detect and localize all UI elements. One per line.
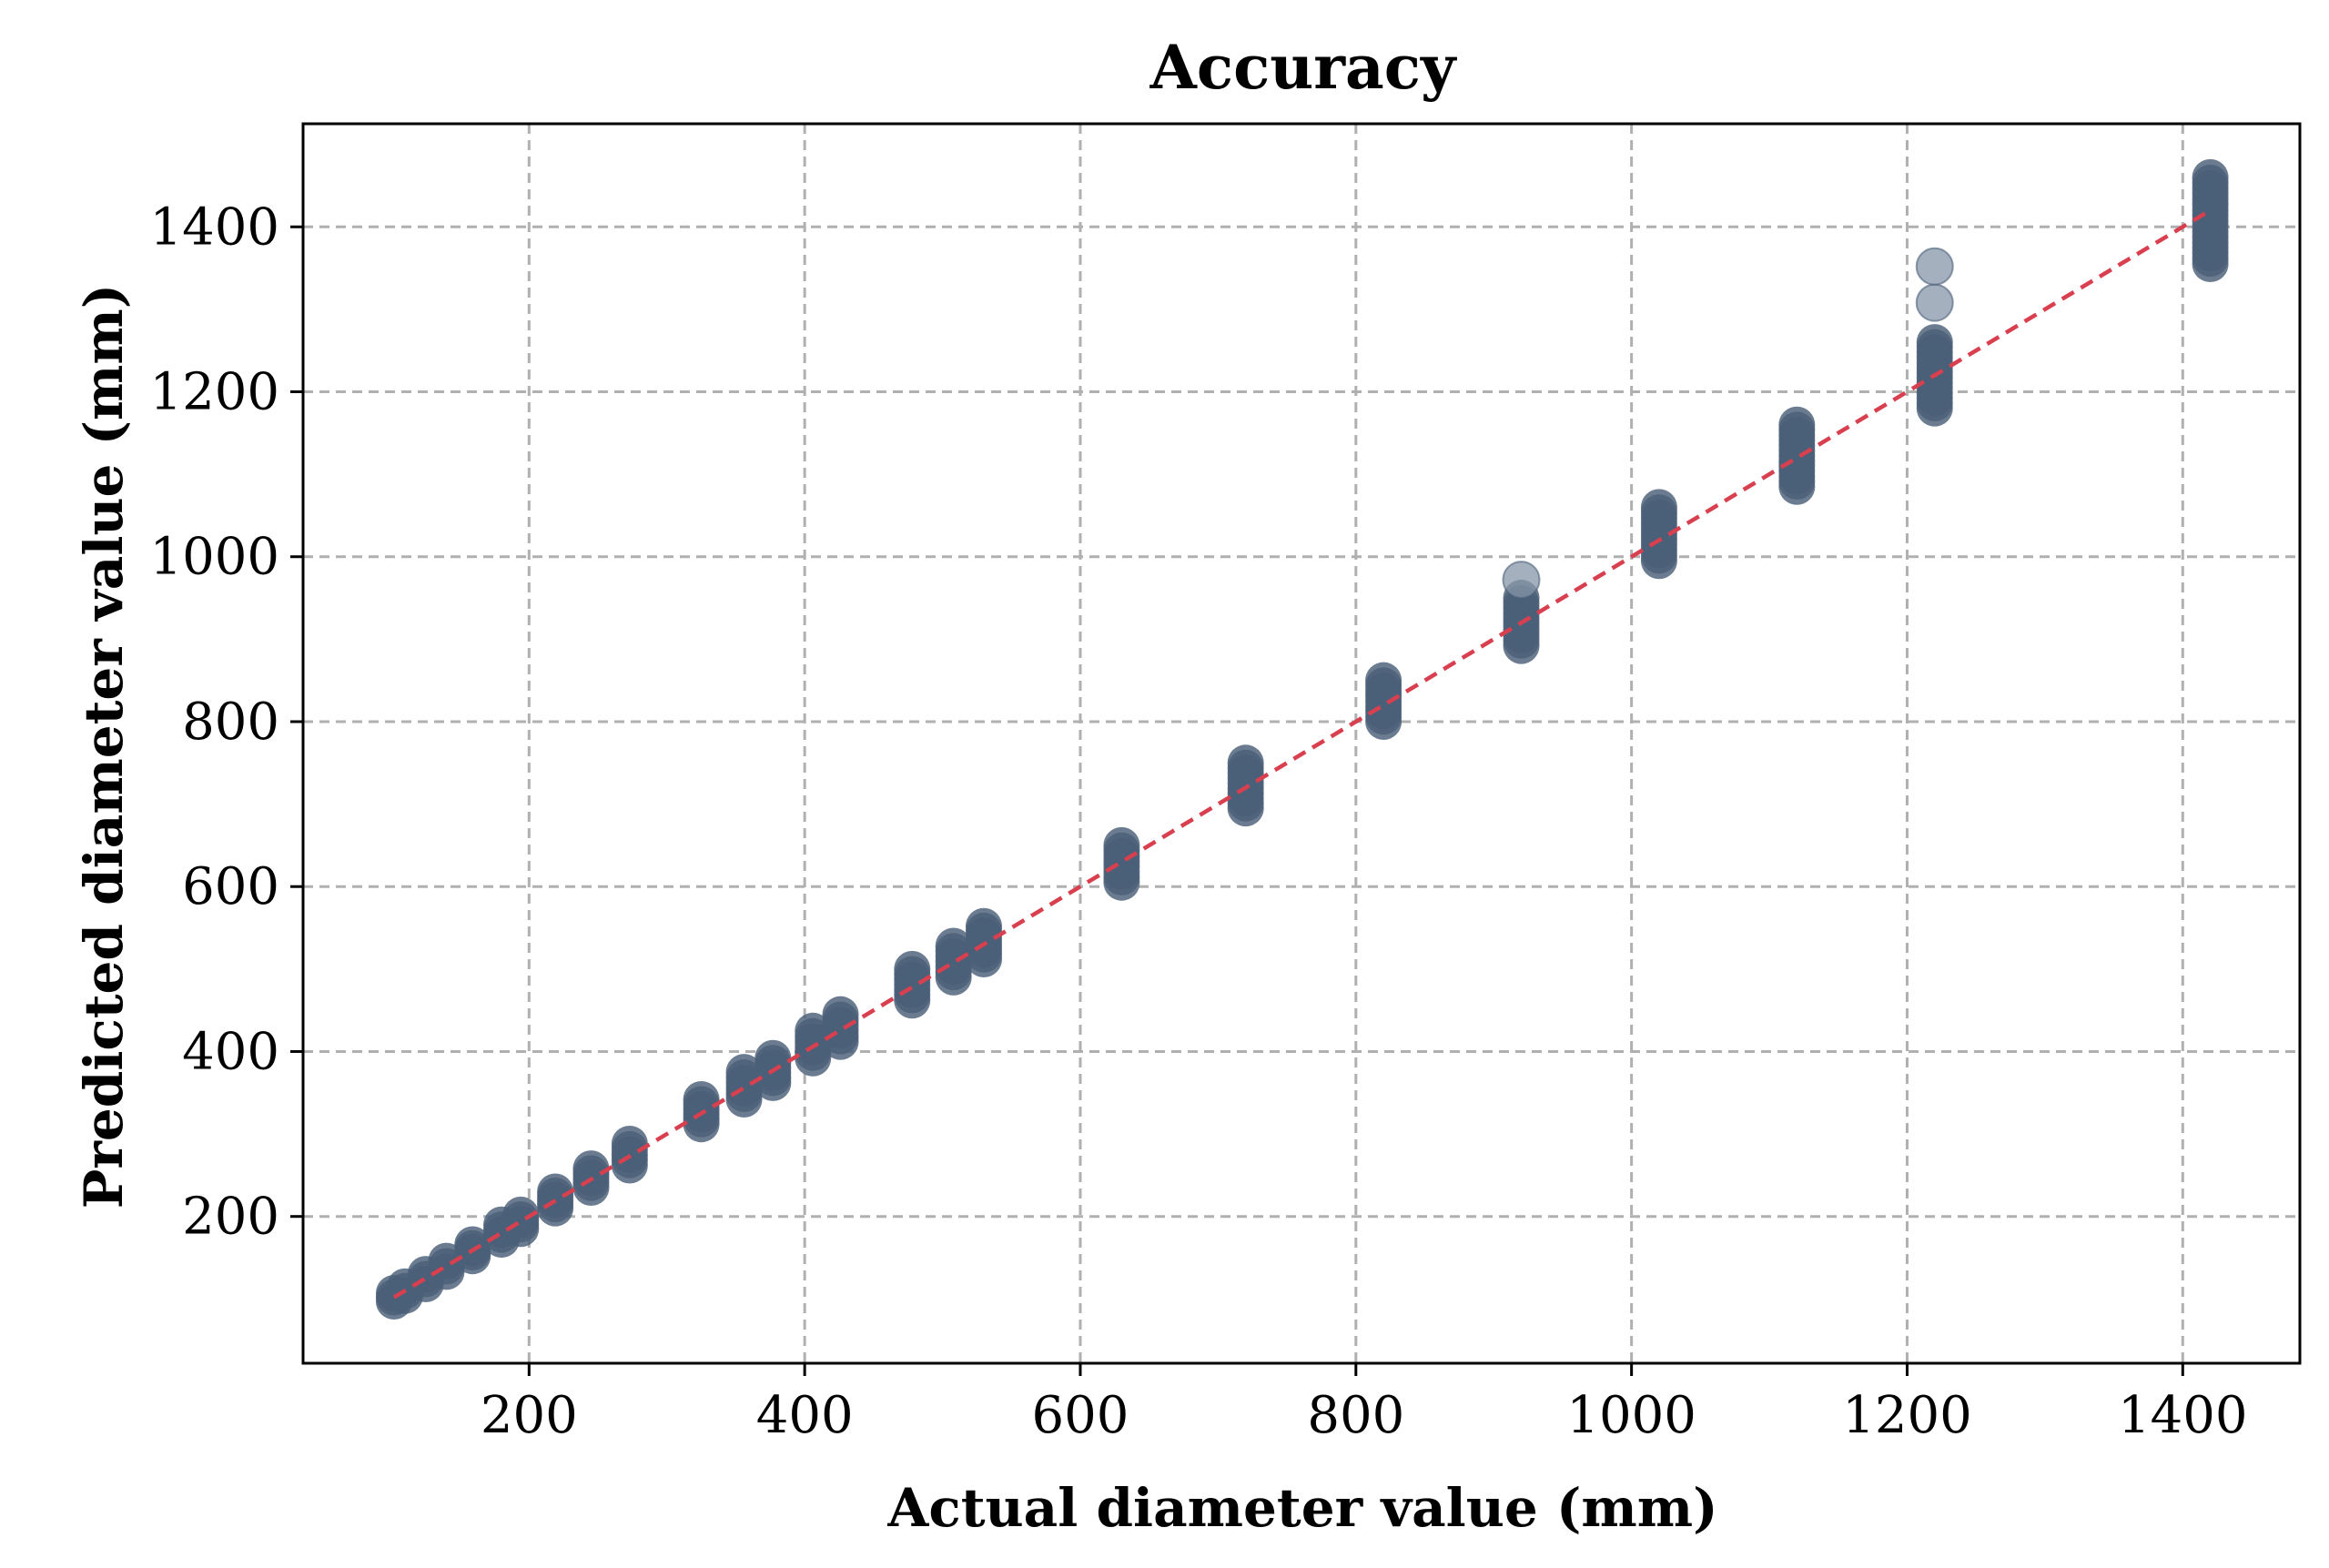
x-tick-label: 1200 bbox=[1842, 1386, 1972, 1445]
data-point bbox=[754, 1064, 792, 1101]
data-point bbox=[2192, 246, 2229, 283]
point-cluster bbox=[894, 950, 931, 1019]
x-tick-label: 400 bbox=[756, 1386, 854, 1445]
point-cluster bbox=[683, 1081, 720, 1143]
data-point bbox=[1916, 389, 1953, 427]
y-tick-label: 1000 bbox=[149, 528, 279, 587]
point-cluster bbox=[935, 927, 972, 996]
reference-line bbox=[392, 208, 2212, 1300]
outlier-point bbox=[1915, 283, 1954, 322]
data-point bbox=[1778, 468, 1816, 505]
x-tick-label: 600 bbox=[1032, 1386, 1129, 1445]
data-point bbox=[1103, 864, 1140, 901]
data-point bbox=[611, 1147, 648, 1184]
x-tick-label: 1400 bbox=[2118, 1386, 2248, 1445]
data-point bbox=[572, 1168, 610, 1206]
point-cluster bbox=[1227, 744, 1264, 827]
point-cluster bbox=[1365, 662, 1402, 740]
x-tick-label: 800 bbox=[1307, 1386, 1404, 1445]
data-point bbox=[1503, 627, 1540, 664]
data-point bbox=[1227, 790, 1264, 827]
point-cluster bbox=[1916, 324, 1953, 427]
y-tick-label: 1400 bbox=[149, 197, 279, 257]
outlier-point bbox=[1502, 561, 1541, 600]
x-axis-label: Actual diameter value (mm) bbox=[887, 1477, 1718, 1539]
point-cluster bbox=[611, 1125, 648, 1184]
tick-labels: 200 400 600 800 1000 1200 1400 200 400 600 800 1000… bbox=[149, 197, 2247, 1445]
point-cluster bbox=[965, 907, 1002, 977]
point-cluster bbox=[502, 1196, 540, 1248]
data-point bbox=[537, 1189, 574, 1227]
axes bbox=[290, 122, 2302, 1376]
ideal-fit-line bbox=[392, 208, 2212, 1300]
data-point bbox=[965, 940, 1002, 977]
y-tick-label: 200 bbox=[182, 1188, 279, 1247]
point-cluster bbox=[1640, 489, 1677, 580]
data-point bbox=[454, 1238, 491, 1275]
data-point bbox=[795, 1039, 832, 1077]
data-point bbox=[1365, 703, 1402, 740]
point-cluster bbox=[2192, 158, 2229, 283]
data-point bbox=[822, 1023, 859, 1060]
x-tick-label: 1000 bbox=[1566, 1386, 1696, 1445]
data-points bbox=[375, 158, 2229, 1320]
x-tick-label: 200 bbox=[481, 1386, 578, 1445]
point-cluster bbox=[754, 1039, 792, 1101]
data-point bbox=[683, 1106, 720, 1143]
data-point bbox=[502, 1210, 540, 1248]
point-cluster bbox=[1778, 406, 1816, 505]
y-tick-label: 400 bbox=[182, 1022, 279, 1081]
y-tick-label: 1200 bbox=[149, 363, 279, 422]
data-point bbox=[725, 1081, 763, 1118]
point-cluster bbox=[822, 996, 859, 1060]
point-cluster bbox=[1103, 826, 1140, 901]
grid bbox=[303, 124, 2300, 1363]
point-cluster bbox=[1503, 580, 1540, 664]
data-point bbox=[894, 982, 931, 1019]
axes-frame bbox=[301, 122, 2302, 1365]
y-axis-label: Predicted diameter value (mm) bbox=[73, 283, 135, 1209]
y-tick-label: 600 bbox=[182, 857, 279, 916]
data-point bbox=[935, 958, 972, 996]
y-tick-label: 800 bbox=[182, 693, 279, 752]
outlier-point bbox=[1915, 247, 1954, 286]
data-point bbox=[1640, 542, 1677, 580]
chart-title: Accuracy bbox=[1149, 32, 1456, 103]
